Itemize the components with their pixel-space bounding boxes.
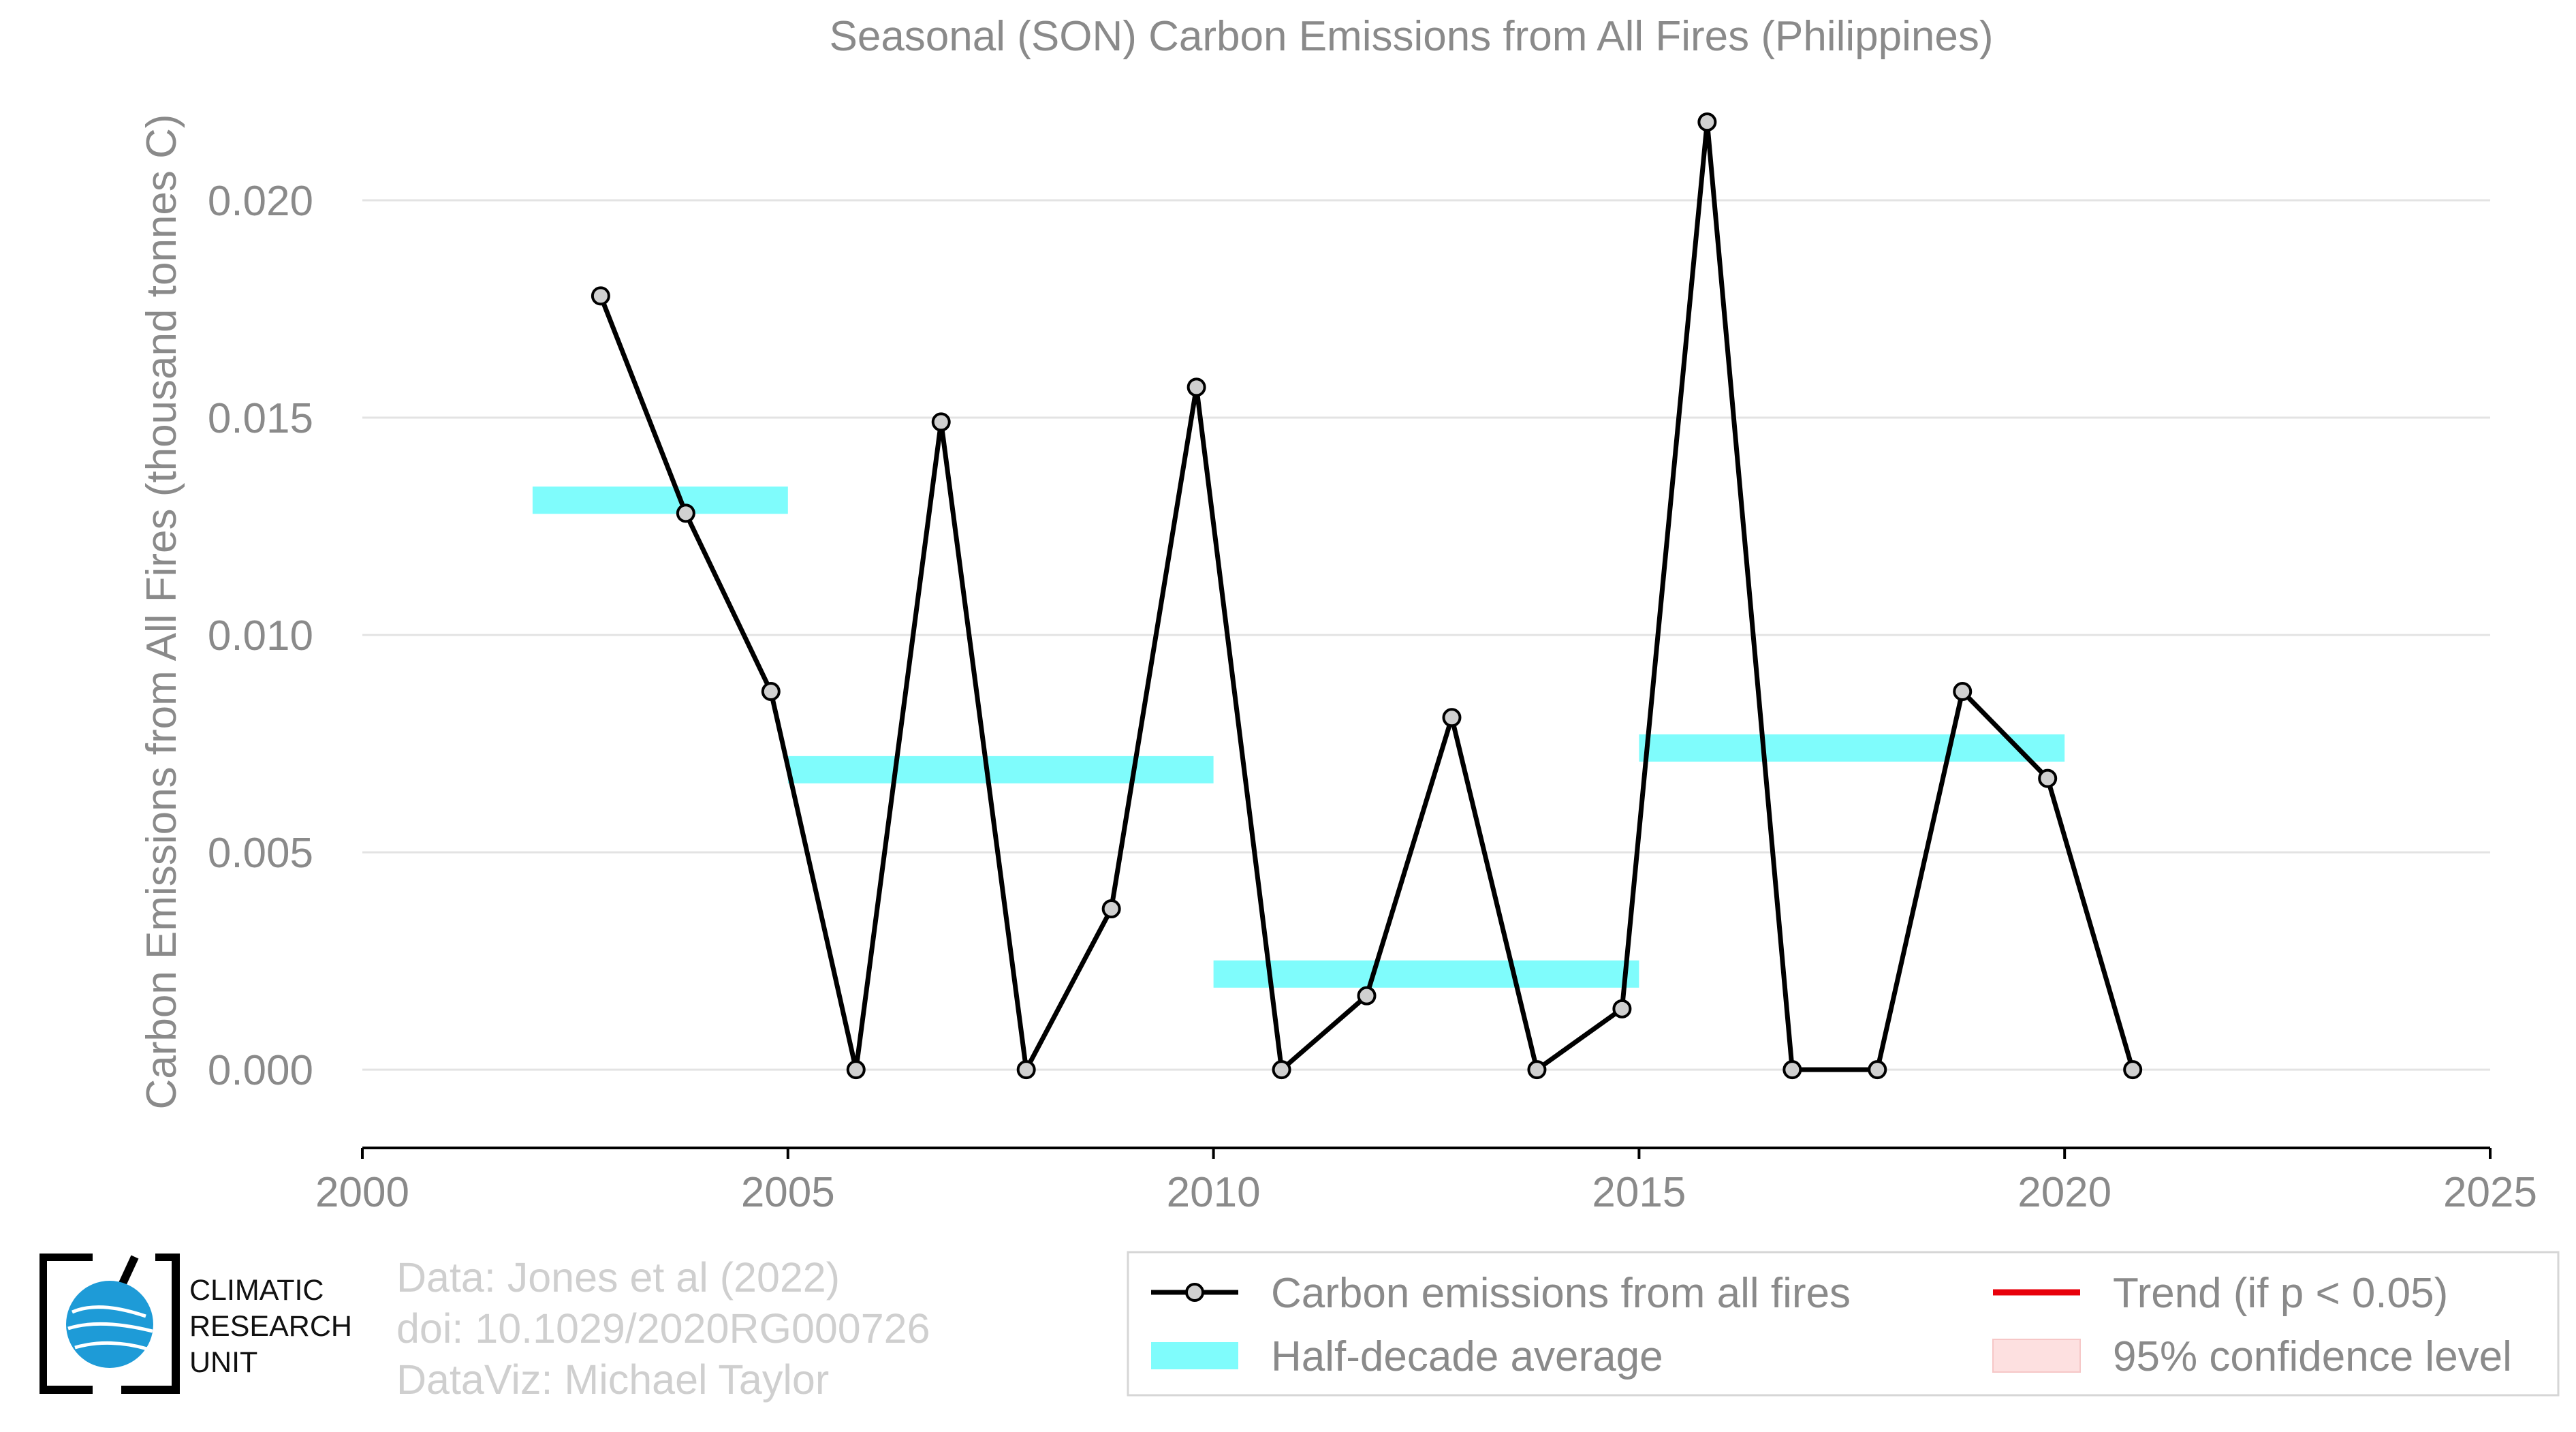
legend-label: Trend (if p < 0.05) (2113, 1270, 2448, 1317)
doi-text: doi: 10.1029/2020RG000726 (396, 1305, 930, 1352)
y-tick-labels: 0.000 0.005 0.010 0.015 0.020 (208, 178, 313, 1094)
data-credits: Data: Jones et al (2022) doi: 10.1029/20… (396, 1252, 930, 1405)
y-tick-label: 0.020 (208, 178, 313, 225)
half-decade-bar (532, 486, 788, 514)
x-tick-label: 2010 (1167, 1169, 1261, 1216)
data-point (931, 412, 951, 432)
data-point (1782, 1060, 1802, 1080)
emissions-series (591, 112, 2143, 1080)
legend-label: Half-decade average (1271, 1333, 1663, 1380)
half-decade-bar (787, 756, 1214, 783)
legend-symbol-ci (1992, 1339, 2081, 1373)
y-tick-label: 0.015 (208, 395, 313, 442)
y-tick-label: 0.000 (208, 1047, 313, 1094)
logo-text: CLIMATIC RESEARCH UNIT (189, 1273, 352, 1381)
logo-line-1: CLIMATIC (189, 1274, 324, 1307)
data-point (1187, 377, 1206, 397)
logo-line-2: RESEARCH (189, 1310, 352, 1343)
x-axis: 2000 2005 2010 2015 2020 2025 (315, 1147, 2537, 1216)
chart-title: Seasonal (SON) Carbon Emissions from All… (829, 13, 1993, 60)
data-point (761, 682, 781, 702)
half-decade-bands (532, 486, 2065, 988)
data-point (2123, 1060, 2143, 1080)
y-tick-label: 0.005 (208, 830, 313, 877)
data-point (1016, 1060, 1036, 1080)
data-point (1868, 1060, 1887, 1080)
half-decade-bar (1213, 960, 1639, 988)
data-point (1953, 682, 1973, 702)
x-tick-label: 2000 (315, 1169, 409, 1216)
data-point (1612, 999, 1632, 1018)
globe-icon (39, 1253, 180, 1394)
grid-lines (362, 199, 2490, 1071)
x-tick-label: 2025 (2443, 1169, 2537, 1216)
y-tick-label: 0.010 (208, 612, 313, 659)
legend-symbol-marker (1185, 1283, 1204, 1302)
logo-line-3: UNIT (189, 1346, 258, 1379)
x-tick-label: 2020 (2017, 1169, 2111, 1216)
data-point (1101, 899, 1121, 919)
legend: Carbon emissions from all fires Trend (if… (1127, 1251, 2560, 1397)
data-point (676, 503, 695, 523)
legend-box (1127, 1251, 2560, 1397)
data-point (1442, 708, 1462, 728)
data-point (1697, 112, 1717, 132)
legend-label: 95% confidence level (2113, 1333, 2512, 1380)
data-point (846, 1060, 866, 1080)
half-decade-bar (1639, 734, 2065, 762)
data-point (1527, 1060, 1547, 1080)
dataviz-credit: DataViz: Michael Taylor (396, 1356, 830, 1403)
data-point (1272, 1060, 1291, 1080)
data-source: Data: Jones et al (2022) (396, 1254, 841, 1301)
x-tick-label: 2005 (741, 1169, 835, 1216)
emissions-line (598, 119, 2135, 1072)
legend-symbol-band (1151, 1342, 1238, 1369)
y-axis-label: Carbon Emissions from All Fires (thousan… (138, 114, 185, 1109)
data-point (2038, 768, 2058, 788)
data-point (1357, 986, 1377, 1006)
cru-logo (39, 1253, 380, 1397)
data-point (591, 286, 610, 306)
x-tick-label: 2015 (1592, 1169, 1686, 1216)
legend-label: Carbon emissions from all fires (1271, 1270, 1851, 1317)
